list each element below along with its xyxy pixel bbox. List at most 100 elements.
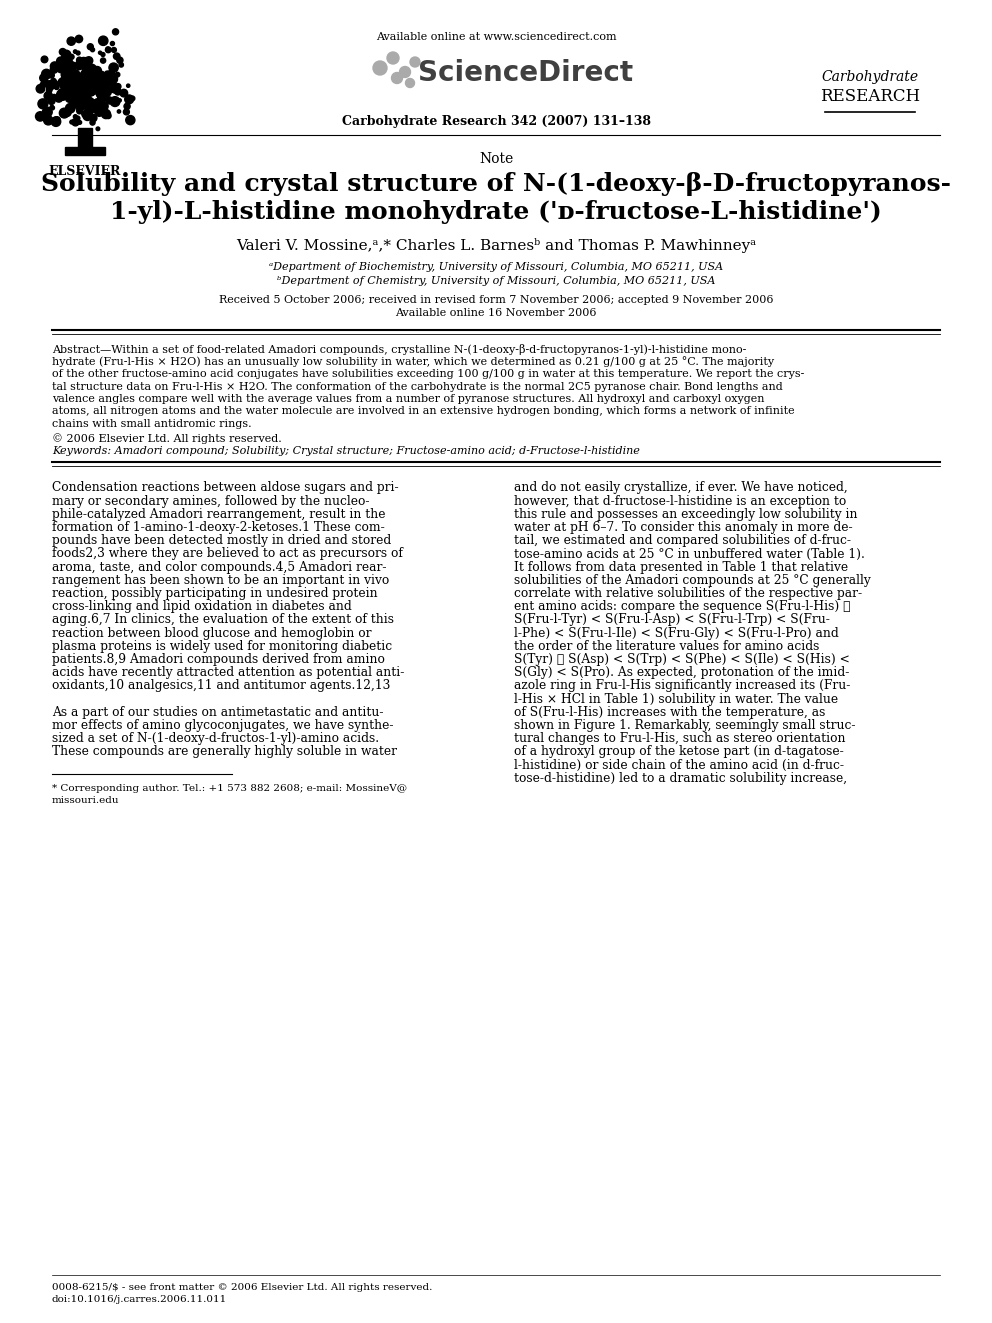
Circle shape: [119, 62, 123, 67]
Circle shape: [47, 87, 52, 94]
Circle shape: [80, 71, 87, 78]
Circle shape: [69, 79, 74, 85]
Text: correlate with relative solubilities of the respective par-: correlate with relative solubilities of …: [514, 587, 862, 601]
Text: shown in Figure 1. Remarkably, seemingly small struc-: shown in Figure 1. Remarkably, seemingly…: [514, 720, 855, 732]
Text: tail, we estimated and compared solubilities of d-fruc-: tail, we estimated and compared solubili…: [514, 534, 851, 548]
Circle shape: [123, 108, 129, 115]
Circle shape: [94, 107, 98, 111]
Circle shape: [101, 53, 105, 57]
Circle shape: [79, 77, 85, 82]
Text: As a part of our studies on antimetastatic and antitu-: As a part of our studies on antimetastat…: [52, 706, 384, 718]
Text: * Corresponding author. Tel.: +1 573 882 2608; e-mail: MossineV@: * Corresponding author. Tel.: +1 573 882…: [52, 783, 407, 792]
Text: tural changes to Fru-l-His, such as stereo orientation: tural changes to Fru-l-His, such as ster…: [514, 733, 845, 745]
Circle shape: [100, 58, 106, 64]
Circle shape: [78, 120, 81, 124]
Circle shape: [105, 46, 111, 53]
Circle shape: [117, 110, 121, 114]
Circle shape: [104, 108, 107, 112]
Circle shape: [36, 111, 45, 122]
Circle shape: [45, 81, 51, 87]
Circle shape: [72, 87, 76, 91]
Circle shape: [76, 99, 80, 103]
Circle shape: [89, 71, 93, 74]
Circle shape: [95, 83, 103, 91]
Circle shape: [64, 77, 71, 83]
Circle shape: [90, 70, 98, 77]
Circle shape: [73, 77, 79, 82]
Circle shape: [83, 95, 91, 103]
Circle shape: [81, 111, 89, 118]
Circle shape: [72, 102, 76, 106]
Text: chains with small antidromic rings.: chains with small antidromic rings.: [52, 419, 252, 429]
Text: aging.6,7 In clinics, the evaluation of the extent of this: aging.6,7 In clinics, the evaluation of …: [52, 614, 394, 627]
Circle shape: [59, 90, 67, 101]
Circle shape: [49, 73, 55, 78]
Circle shape: [97, 94, 106, 103]
Text: tose-amino acids at 25 °C in unbuffered water (Table 1).: tose-amino acids at 25 °C in unbuffered …: [514, 548, 865, 561]
Circle shape: [105, 112, 111, 119]
Circle shape: [89, 79, 98, 87]
Circle shape: [38, 99, 48, 108]
Circle shape: [105, 70, 115, 81]
Circle shape: [79, 101, 86, 108]
Circle shape: [87, 64, 92, 67]
Circle shape: [41, 82, 46, 87]
Circle shape: [36, 85, 45, 93]
Circle shape: [73, 74, 76, 77]
Circle shape: [78, 101, 81, 103]
Circle shape: [117, 57, 123, 64]
Circle shape: [83, 112, 86, 116]
Circle shape: [76, 103, 84, 111]
Circle shape: [96, 127, 100, 131]
Circle shape: [87, 44, 93, 50]
Circle shape: [94, 99, 102, 107]
Circle shape: [48, 86, 53, 91]
Circle shape: [80, 70, 87, 78]
Circle shape: [102, 87, 111, 97]
Circle shape: [93, 107, 99, 114]
Circle shape: [84, 77, 89, 82]
Circle shape: [63, 85, 68, 91]
Circle shape: [101, 75, 107, 81]
Text: ent amino acids: compare the sequence S(Fru-l-His) ≪: ent amino acids: compare the sequence S(…: [514, 601, 850, 614]
Text: RESEARCH: RESEARCH: [820, 89, 920, 105]
Circle shape: [48, 85, 52, 87]
Circle shape: [51, 106, 54, 108]
Circle shape: [71, 85, 79, 94]
Circle shape: [43, 107, 53, 116]
Circle shape: [86, 85, 91, 89]
Text: l-Phe) < S(Fru-l-Ile) < S(Fru-Gly) < S(Fru-l-Pro) and: l-Phe) < S(Fru-l-Ile) < S(Fru-Gly) < S(F…: [514, 627, 839, 640]
Circle shape: [67, 37, 75, 45]
Circle shape: [71, 86, 80, 95]
Circle shape: [43, 112, 49, 118]
Circle shape: [400, 66, 411, 78]
Circle shape: [65, 103, 75, 112]
Circle shape: [78, 82, 83, 87]
Circle shape: [60, 108, 69, 118]
Text: These compounds are generally highly soluble in water: These compounds are generally highly sol…: [52, 745, 397, 758]
Circle shape: [42, 69, 52, 79]
Circle shape: [44, 91, 53, 101]
Circle shape: [93, 103, 101, 111]
Circle shape: [59, 79, 62, 85]
Text: l-His × HCl in Table 1) solubility in water. The value: l-His × HCl in Table 1) solubility in wa…: [514, 693, 838, 705]
Circle shape: [127, 85, 130, 87]
Circle shape: [83, 64, 86, 66]
Circle shape: [71, 67, 75, 71]
Circle shape: [110, 41, 114, 45]
Circle shape: [89, 114, 97, 122]
Circle shape: [76, 95, 83, 102]
Circle shape: [51, 78, 57, 83]
Text: foods2,3 where they are believed to act as precursors of: foods2,3 where they are believed to act …: [52, 548, 403, 561]
Circle shape: [61, 78, 64, 81]
Text: acids have recently attracted attention as potential anti-: acids have recently attracted attention …: [52, 667, 405, 679]
Circle shape: [70, 101, 74, 105]
Circle shape: [68, 81, 78, 90]
Text: azole ring in Fru-l-His significantly increased its (Fru-: azole ring in Fru-l-His significantly in…: [514, 680, 850, 692]
Text: solubilities of the Amadori compounds at 25 °C generally: solubilities of the Amadori compounds at…: [514, 574, 871, 587]
Text: Condensation reactions between aldose sugars and pri-: Condensation reactions between aldose su…: [52, 482, 399, 495]
Circle shape: [51, 106, 55, 110]
Circle shape: [66, 94, 71, 99]
Text: water at pH 6–7. To consider this anomaly in more de-: water at pH 6–7. To consider this anomal…: [514, 521, 853, 534]
Circle shape: [94, 87, 101, 94]
